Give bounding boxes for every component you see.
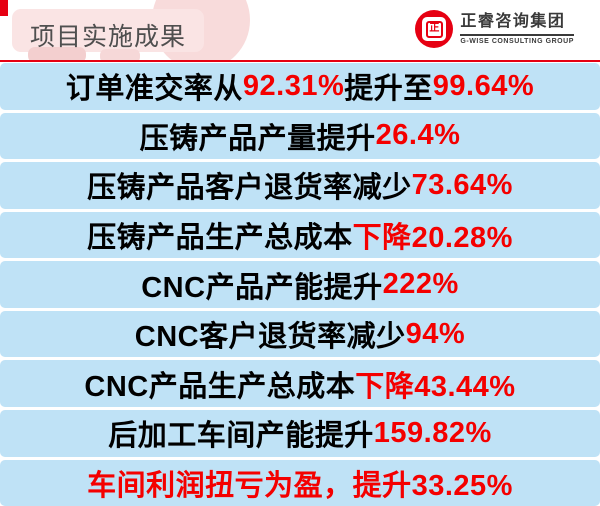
result-row: 压铸产品客户退货率减少 73.64% <box>0 162 600 209</box>
row-text-segment: 73.64% <box>411 168 513 201</box>
row-text-segment: 159.82% <box>373 416 492 449</box>
row-text-segment: 提升至 <box>344 73 433 106</box>
logo-seal-square: 正 <box>422 17 447 41</box>
row-text-segment: 压铸产品产量提升 <box>139 122 376 155</box>
logo-seal-icon: 正 <box>415 10 454 48</box>
decorative-seal-shape <box>28 47 86 60</box>
row-text-segment: 订单准交率从 <box>65 73 243 106</box>
row-text-segment: 下降20.28% <box>352 221 513 254</box>
page-title: 项目实施成果 <box>30 23 187 51</box>
row-text-segment: 压铸产品客户退货率减少 <box>87 172 412 205</box>
logo-text-block: 正睿咨询集团 G-WISE CONSULTING GROUP <box>460 13 574 45</box>
result-row: 后加工车间产能提升 159.82% <box>0 409 600 457</box>
results-list: 订单准交率从 92.31% 提升至 99.64% 压铸产品产量提升 26.4% 压铸产品… <box>0 62 600 506</box>
result-row: 压铸产品产量提升 26.4% <box>0 112 600 160</box>
decorative-seal-shape <box>100 49 140 60</box>
result-row: CNC产品产能提升 222% <box>0 261 600 308</box>
row-text-segment: CNC产品产能提升 <box>141 271 383 304</box>
row-text-segment: 92.31% <box>242 69 345 102</box>
row-text-segment: 后加工车间产能提升 <box>108 420 374 453</box>
result-row: 车间利润扭亏为盈，提升33.25% <box>0 459 600 506</box>
slide-header: 项目实施成果 正 正睿咨询集团 G-WISE CONSULTING GROUP <box>0 0 600 60</box>
row-text-segment: 222% <box>382 268 459 301</box>
row-text-segment: 车间利润扭亏为盈，提升33.25% <box>87 469 513 502</box>
red-divider-line <box>0 60 600 62</box>
row-text-segment: 94% <box>405 317 466 350</box>
corner-red-tab <box>0 0 8 16</box>
logo-seal-glyph: 正 <box>425 20 443 38</box>
result-row: CNC客户退货率减少 94% <box>0 310 600 358</box>
title-background-chip <box>12 9 204 52</box>
row-text-segment: CNC客户退货率减少 <box>134 321 406 354</box>
company-logo: 正 正睿咨询集团 G-WISE CONSULTING GROUP <box>415 10 574 48</box>
result-row: 订单准交率从 92.31% 提升至 99.64% <box>0 63 600 110</box>
result-row: CNC产品生产总成本 下降43.44% <box>0 360 600 407</box>
row-text-segment: 压铸产品生产总成本 <box>87 221 353 254</box>
row-text-segment: CNC产品生产总成本 <box>84 370 356 403</box>
result-row: 压铸产品生产总成本 下降20.28% <box>0 211 600 259</box>
row-text-segment: 99.64% <box>432 69 535 102</box>
row-text-segment: 26.4% <box>375 119 461 152</box>
logo-company-name: 正睿咨询集团 <box>460 13 574 36</box>
logo-tagline: G-WISE CONSULTING GROUP <box>460 37 574 45</box>
row-text-segment: 下降43.44% <box>355 370 516 403</box>
